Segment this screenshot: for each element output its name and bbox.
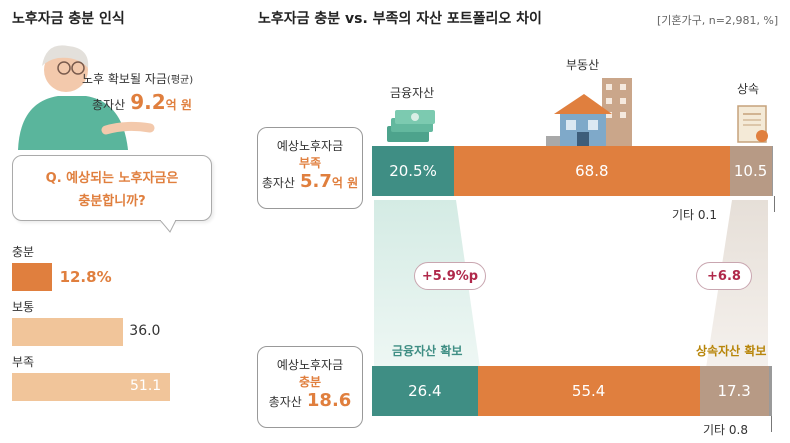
stack-segment <box>372 146 455 196</box>
bar-value-label: 36.0 <box>129 323 161 339</box>
bar-value-label: 51.1 <box>130 378 162 394</box>
col-label-financial: 금융자산 <box>390 86 435 100</box>
stack-segment <box>454 146 730 196</box>
sufficient-total-prefix: 총자산 <box>268 395 302 409</box>
insufficient-total-value: 5.7 <box>300 171 332 192</box>
secure-financial-label: 금융자산 확보 <box>392 344 463 358</box>
row-label-sufficient: 예상노후자금 충분 총자산 18.6 <box>257 346 363 428</box>
question-bubble: Q. 예상되는 노후자금은 충분합니까? <box>12 155 212 221</box>
stack-value-label: 20.5% <box>389 162 437 180</box>
bar <box>12 318 124 346</box>
stack-value-label: 55.4 <box>571 382 606 400</box>
avg-total-prefix: 총자산 <box>92 98 126 112</box>
stack-segment <box>729 146 772 196</box>
row-label-insufficient: 예상노후자금 부족 총자산 5.7억 원 <box>257 127 363 209</box>
stack-value-label: 68.8 <box>575 162 609 180</box>
stack-segment <box>771 146 773 196</box>
stack-value-label: 10.5 <box>733 162 768 180</box>
stack-value-label: 기타 0.8 <box>703 423 748 437</box>
sufficient-total-value: 18.6 <box>306 390 352 411</box>
right-title: 노후자금 충분 vs. 부족의 자산 포트폴리오 차이 <box>258 11 542 27</box>
stack-segment <box>768 366 772 416</box>
money-stack-icon <box>387 110 435 142</box>
sufficient-total: 총자산 18.6 <box>258 390 362 411</box>
stack-value-label: 26.4 <box>408 382 442 400</box>
insufficient-total-prefix: 총자산 <box>261 176 295 190</box>
stack-segment <box>477 366 700 416</box>
stack-value-label: 기타 0.1 <box>672 208 717 222</box>
question-bubble-tail <box>160 220 177 233</box>
avg-total-unit: 억 원 <box>165 98 192 112</box>
sample-note: [기혼가구, n=2,981, %] <box>657 14 779 27</box>
bar <box>12 263 52 291</box>
insufficient-line1: 예상노후자금 <box>276 139 344 153</box>
category-label: 충분 <box>12 245 35 259</box>
avg-total: 총자산 9.2억 원 <box>92 90 192 114</box>
diff-financial-pill: +5.9%p <box>414 262 486 290</box>
leader-line <box>773 196 775 212</box>
sufficient-line2: 충분 <box>298 375 322 389</box>
category-label: 보통 <box>12 300 35 314</box>
col-label-inherit: 상속 <box>737 82 760 96</box>
bar-value-label: 12.8% <box>59 268 112 286</box>
person-illustration <box>18 45 155 150</box>
left-title: 노후자금 충분 인식 <box>12 11 125 27</box>
leader-line <box>770 416 772 432</box>
category-label: 부족 <box>12 355 35 369</box>
stack-value-label: 17.3 <box>717 382 751 400</box>
insufficient-line2: 부족 <box>298 156 322 170</box>
secure-inherit-label: 상속자산 확보 <box>696 344 767 358</box>
avg-label: 노후 확보될 자금(평균) <box>82 72 194 86</box>
col-label-realestate: 부동산 <box>566 58 600 72</box>
question-line2: 충분합니까? <box>78 194 146 209</box>
insufficient-total: 총자산 5.7억 원 <box>258 171 362 192</box>
stack-segment <box>699 366 769 416</box>
avg-total-value: 9.2 <box>130 90 166 114</box>
sufficient-line1: 예상노후자금 <box>276 358 344 372</box>
building-icon <box>546 78 632 148</box>
insufficient-total-unit: 억 원 <box>331 176 359 190</box>
bar <box>12 373 170 401</box>
stack-segment <box>372 366 478 416</box>
question-line1: Q. 예상되는 노후자금은 <box>45 171 179 186</box>
diff-inherit-pill: +6.8 <box>696 262 752 290</box>
avg-label-sub: (평균) <box>166 75 194 86</box>
certificate-icon <box>737 105 768 143</box>
